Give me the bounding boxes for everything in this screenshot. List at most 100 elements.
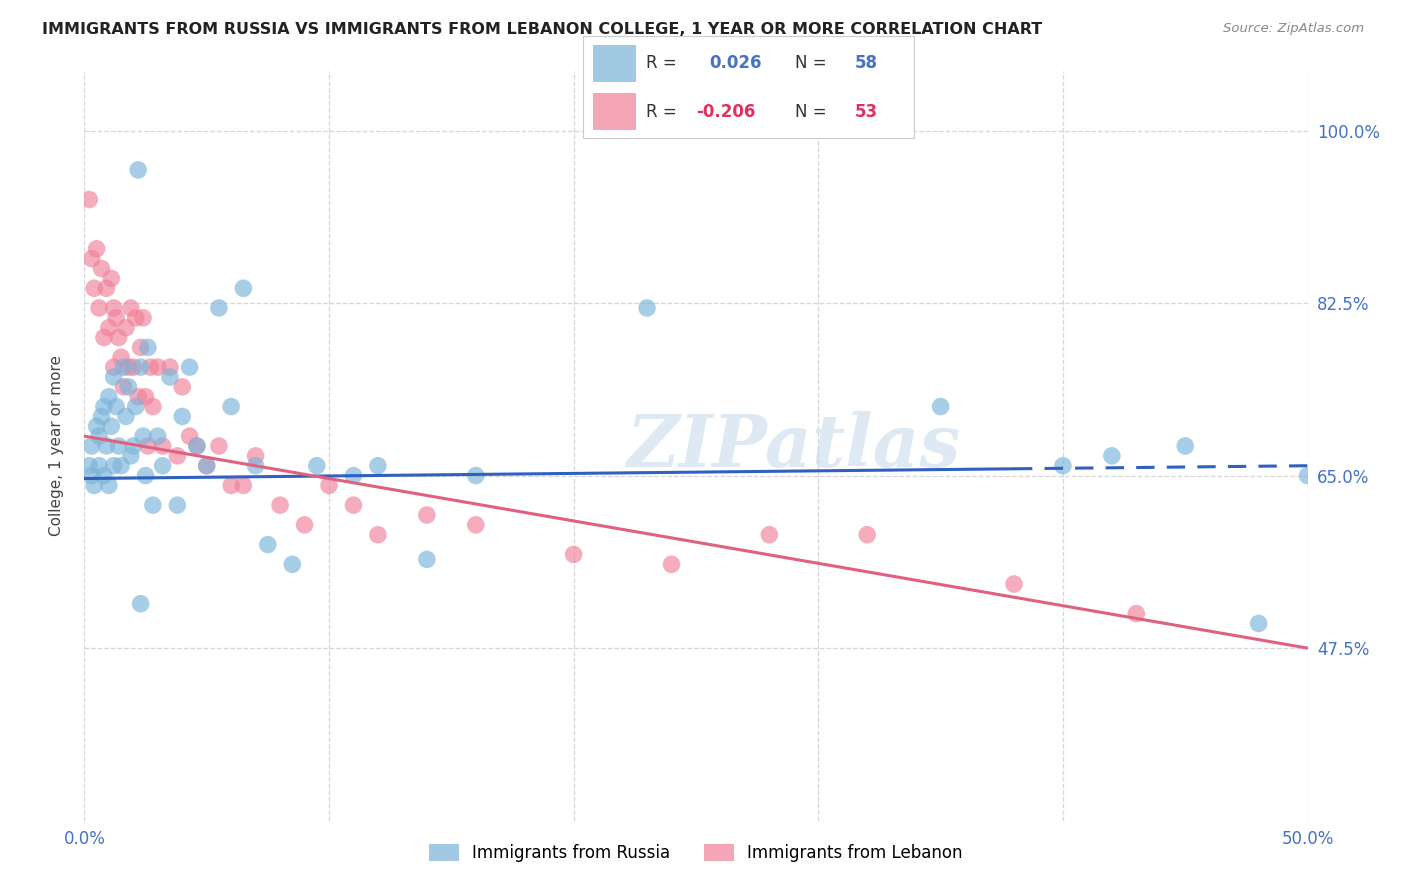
Point <box>122 360 145 375</box>
Point <box>1125 607 1147 621</box>
Point <box>80 252 103 266</box>
Point <box>219 400 242 414</box>
Point <box>269 498 291 512</box>
Point <box>87 301 110 315</box>
Point <box>90 409 112 424</box>
Point <box>110 458 132 473</box>
Point <box>103 458 125 473</box>
Point <box>562 548 585 562</box>
Point <box>115 320 138 334</box>
Point <box>142 400 165 414</box>
Point <box>97 478 120 492</box>
Y-axis label: College, 1 year or more: College, 1 year or more <box>49 356 63 536</box>
Point <box>120 301 142 315</box>
Point <box>86 419 108 434</box>
Point <box>179 429 201 443</box>
Point <box>80 439 103 453</box>
Point <box>856 527 879 541</box>
Point <box>245 449 267 463</box>
Point <box>97 320 120 334</box>
Point <box>281 558 304 572</box>
Point <box>129 360 152 375</box>
Text: 58: 58 <box>855 54 877 72</box>
Point <box>146 360 169 375</box>
Point <box>294 517 316 532</box>
Text: ZIPatlas: ZIPatlas <box>627 410 960 482</box>
FancyBboxPatch shape <box>593 45 637 82</box>
Point <box>208 301 231 315</box>
Text: 0.026: 0.026 <box>709 54 762 72</box>
Point <box>245 458 267 473</box>
Point <box>87 429 110 443</box>
Point <box>305 458 328 473</box>
Point <box>97 390 120 404</box>
Point <box>96 281 118 295</box>
Point <box>83 281 105 295</box>
Point <box>172 380 194 394</box>
Point <box>661 558 683 572</box>
Point <box>110 351 132 365</box>
Point <box>342 498 364 512</box>
Point <box>112 360 135 375</box>
Point <box>100 419 122 434</box>
Point <box>142 498 165 512</box>
Point <box>342 468 364 483</box>
Point <box>135 390 157 404</box>
Text: IMMIGRANTS FROM RUSSIA VS IMMIGRANTS FROM LEBANON COLLEGE, 1 YEAR OR MORE CORREL: IMMIGRANTS FROM RUSSIA VS IMMIGRANTS FRO… <box>42 22 1042 37</box>
Text: R =: R = <box>647 103 678 120</box>
Point <box>129 340 152 354</box>
Point <box>172 409 194 424</box>
Text: Source: ZipAtlas.com: Source: ZipAtlas.com <box>1223 22 1364 36</box>
Point <box>636 301 658 315</box>
Point <box>77 458 100 473</box>
Point <box>90 261 112 276</box>
Point <box>195 458 218 473</box>
Point <box>103 370 125 384</box>
Point <box>136 439 159 453</box>
Point <box>195 458 218 473</box>
Point <box>125 400 148 414</box>
Point <box>93 400 115 414</box>
Point <box>132 429 155 443</box>
Point <box>1052 458 1074 473</box>
Point <box>464 517 486 532</box>
Point <box>186 439 208 453</box>
Point <box>105 310 128 325</box>
Point <box>758 527 780 541</box>
Point <box>416 552 439 566</box>
Point <box>93 330 115 344</box>
Text: N =: N = <box>794 54 827 72</box>
Point <box>115 409 138 424</box>
Point <box>257 538 280 552</box>
Point <box>1296 468 1319 483</box>
Point <box>1174 439 1197 453</box>
FancyBboxPatch shape <box>593 93 637 130</box>
Point <box>146 429 169 443</box>
Point <box>232 478 254 492</box>
Point <box>464 468 486 483</box>
Point <box>416 508 439 522</box>
Point <box>1247 616 1270 631</box>
Point <box>103 301 125 315</box>
Point <box>318 478 340 492</box>
Legend: Immigrants from Russia, Immigrants from Lebanon: Immigrants from Russia, Immigrants from … <box>422 837 970 869</box>
Point <box>929 400 952 414</box>
Point <box>152 439 174 453</box>
Point <box>83 478 105 492</box>
Text: R =: R = <box>647 54 678 72</box>
Point <box>208 439 231 453</box>
Point <box>166 498 188 512</box>
Point <box>1002 577 1025 591</box>
Point <box>152 458 174 473</box>
Point <box>367 527 389 541</box>
Point <box>122 439 145 453</box>
Point <box>105 400 128 414</box>
Point <box>136 340 159 354</box>
Point <box>127 163 149 178</box>
Point <box>107 330 129 344</box>
Point <box>159 360 181 375</box>
Point <box>129 597 152 611</box>
Point <box>127 390 149 404</box>
Point <box>117 380 139 394</box>
Point <box>80 468 103 483</box>
